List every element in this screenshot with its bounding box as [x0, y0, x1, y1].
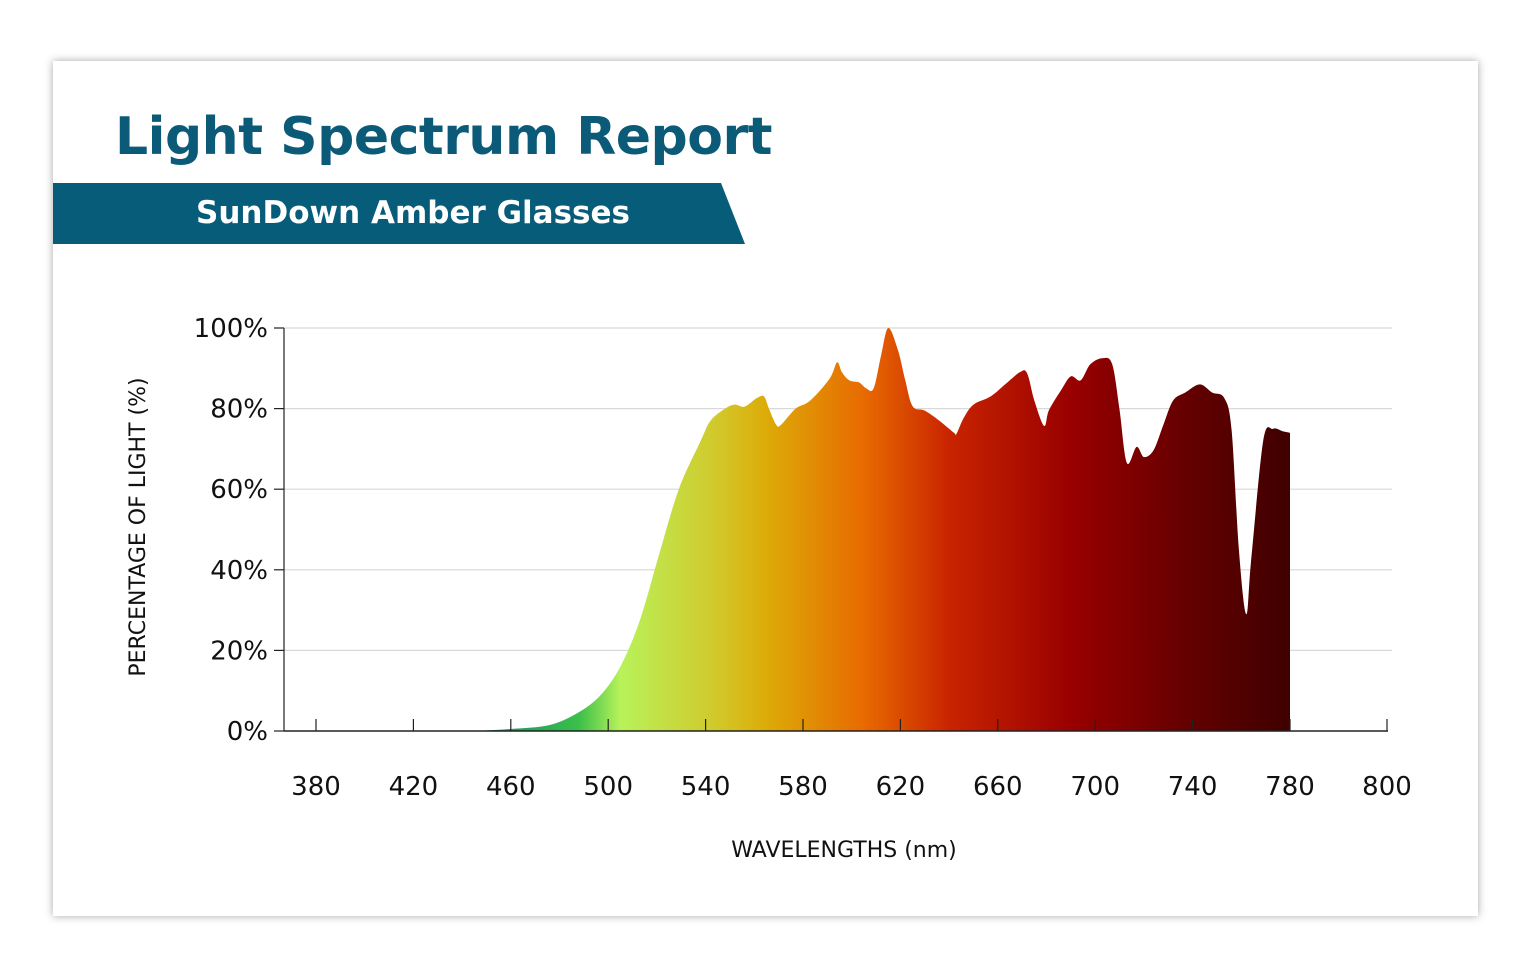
x-tick-label: 580	[778, 772, 828, 802]
y-tick-label: 100%	[194, 314, 268, 344]
x-tick-label: 620	[876, 772, 926, 802]
y-tick-label: 60%	[210, 475, 268, 505]
y-tick-label: 20%	[210, 636, 268, 666]
page-title: Light Spectrum Report	[115, 107, 773, 167]
x-axis-label: WAVELENGTHS (nm)	[731, 838, 957, 863]
x-tick-label: 800	[1362, 772, 1412, 802]
y-tick-label: 40%	[210, 556, 268, 586]
x-tick-label: 460	[486, 772, 536, 802]
x-tick-label: 740	[1168, 772, 1218, 802]
product-subtitle: SunDown Amber Glasses	[196, 195, 630, 231]
report-card: Light Spectrum Report SunDown Amber Glas…	[53, 61, 1478, 916]
x-tick-label: 700	[1070, 772, 1120, 802]
spectrum-area	[474, 327, 1290, 731]
subtitle-banner: SunDown Amber Glasses	[53, 183, 745, 244]
y-tick-label: 0%	[227, 717, 268, 747]
y-tick-label: 80%	[210, 395, 268, 425]
x-tick-label: 500	[583, 772, 633, 802]
x-tick-label: 780	[1265, 772, 1315, 802]
x-tick-label: 540	[681, 772, 731, 802]
x-tick-label: 660	[973, 772, 1023, 802]
x-tick-label: 380	[291, 772, 341, 802]
y-axis-label: PERCENTAGE OF LIGHT (%)	[126, 377, 151, 676]
x-tick-label: 420	[389, 772, 439, 802]
